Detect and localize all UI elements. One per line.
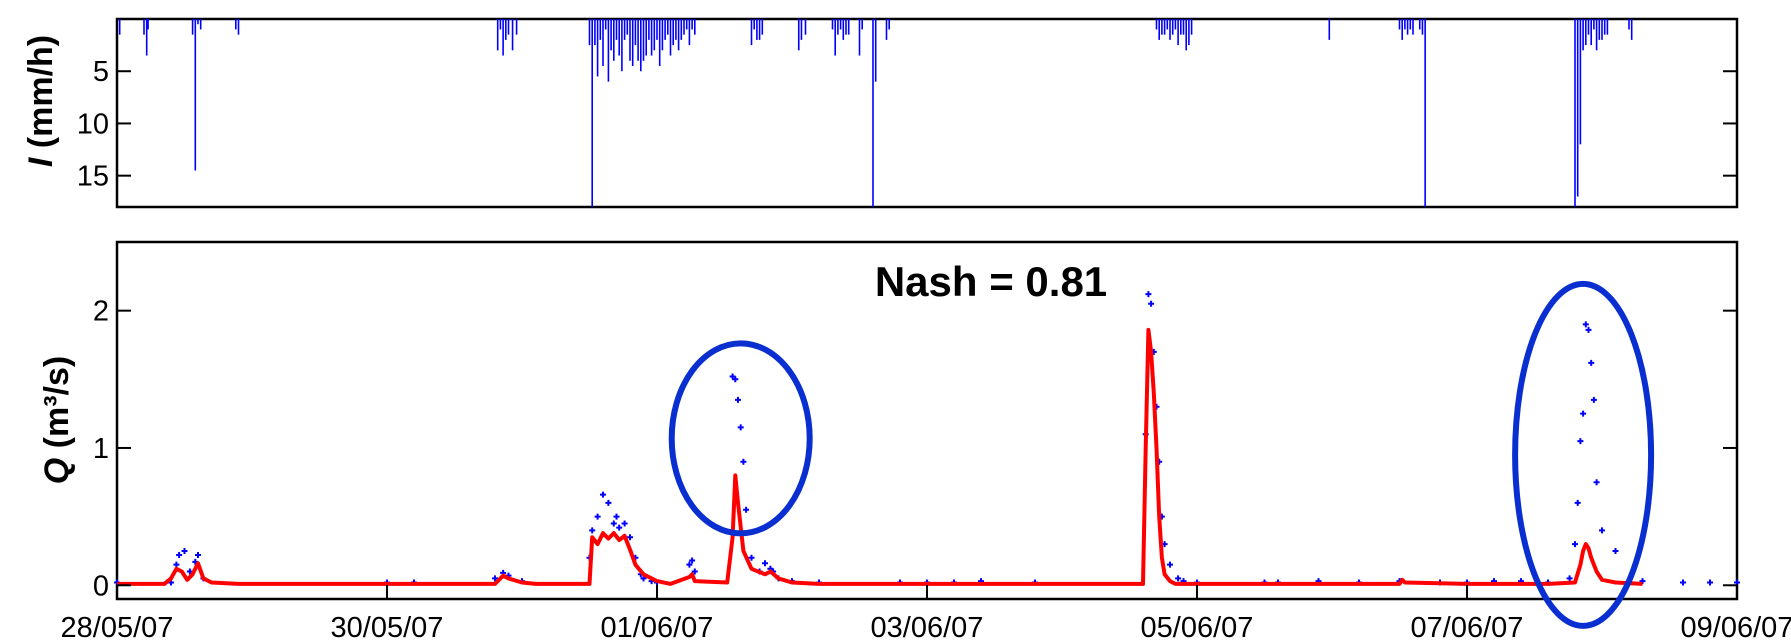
observed-point xyxy=(1707,579,1713,586)
observed-point xyxy=(748,554,755,561)
observed-point xyxy=(735,396,741,403)
discharge-x-tick-label: 05/06/07 xyxy=(1141,612,1254,643)
observed-discharge-markers xyxy=(114,291,1740,586)
observed-point xyxy=(195,552,201,559)
rainfall-y-tick-label: 10 xyxy=(77,108,109,140)
observed-point xyxy=(691,568,698,575)
observed-point xyxy=(616,524,623,531)
observed-point xyxy=(1145,291,1152,298)
rainfall-y-tick-label: 15 xyxy=(77,161,109,193)
observed-point xyxy=(605,499,612,506)
observed-point xyxy=(732,376,739,383)
observed-point xyxy=(1574,499,1581,506)
discharge-x-tick-label: 09/06/07 xyxy=(1681,612,1791,643)
highlight-ellipses xyxy=(668,280,1655,629)
discharge-y-axis: 0 1 2 xyxy=(93,296,1737,602)
observed-point xyxy=(1582,321,1589,328)
observed-point xyxy=(600,491,606,498)
rainfall-y-axis: 5 10 15 xyxy=(77,56,1737,193)
observed-point xyxy=(181,547,188,554)
discharge-y-tick-label: 0 xyxy=(93,570,109,602)
discharge-x-tick-label: 01/06/07 xyxy=(601,612,714,643)
observed-point xyxy=(613,513,620,520)
observed-point xyxy=(1148,300,1155,307)
rainfall-y-axis-label-unit: (mm/h) xyxy=(22,35,60,158)
observed-point xyxy=(1599,527,1605,534)
discharge-x-tick-label: 03/06/07 xyxy=(871,612,984,643)
nash-annotation: Nash = 0.81 xyxy=(875,258,1107,305)
observed-point xyxy=(737,424,744,431)
observed-point xyxy=(1588,359,1595,366)
observed-point xyxy=(173,561,180,568)
observed-point xyxy=(1580,410,1587,417)
highlight-ellipse xyxy=(668,340,813,537)
rainfall-bars xyxy=(118,19,1633,207)
highlight-ellipse xyxy=(1512,280,1655,629)
discharge-y-axis-label-symbol: Q xyxy=(38,458,76,484)
observed-point xyxy=(1593,479,1600,486)
observed-point xyxy=(740,458,747,465)
simulated-discharge-line xyxy=(117,327,1643,586)
observed-point xyxy=(689,557,696,564)
rainfall-plot-frame xyxy=(115,17,1739,209)
observed-point xyxy=(627,534,633,541)
observed-point xyxy=(610,520,617,527)
observed-point xyxy=(1566,575,1573,582)
discharge-x-tick-label: 28/05/07 xyxy=(61,612,174,643)
discharge-y-axis-label-unit: (m³/s) xyxy=(38,356,76,458)
observed-point xyxy=(1590,396,1597,403)
observed-point xyxy=(1577,438,1584,445)
discharge-y-axis-label: Q (m³/s) xyxy=(38,356,76,484)
rainfall-y-tick-label: 5 xyxy=(93,56,109,88)
rainfall-y-axis-label: I (mm/h) xyxy=(22,35,60,167)
rainfall-panel: 5 10 15 I (mm/h) xyxy=(22,17,1739,209)
discharge-y-tick-label: 1 xyxy=(93,433,109,465)
discharge-y-tick-label: 2 xyxy=(93,296,109,328)
observed-point xyxy=(1572,541,1578,548)
observed-point xyxy=(589,527,596,534)
discharge-x-tick-label: 07/06/07 xyxy=(1411,612,1524,643)
observed-point xyxy=(1167,561,1173,568)
rainfall-y-axis-label-symbol: I xyxy=(22,156,60,167)
discharge-x-axis: 28/05/07 30/05/07 01/06/07 03/06/07 05/06/07… xyxy=(61,585,1791,643)
observed-point xyxy=(743,506,750,513)
observed-point xyxy=(762,560,768,567)
observed-point xyxy=(621,520,628,527)
observed-point xyxy=(492,575,498,582)
observed-point xyxy=(1585,326,1592,333)
discharge-x-tick-label: 30/05/07 xyxy=(331,612,444,643)
observed-point xyxy=(594,513,601,520)
observed-point xyxy=(1612,547,1619,554)
observed-point xyxy=(1680,579,1686,586)
discharge-panel: 0 1 2 28/05/07 30/05/07 01/06/07 03/06/07 05/0… xyxy=(38,240,1791,643)
observed-point xyxy=(686,561,693,568)
observed-point xyxy=(176,552,183,559)
observed-point xyxy=(1175,575,1182,582)
